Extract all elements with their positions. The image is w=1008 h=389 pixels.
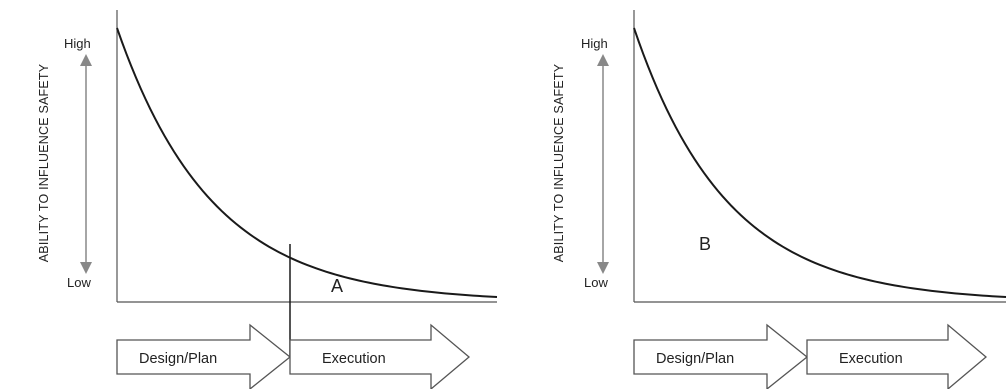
influence-curve [116, 27, 498, 298]
phase-arrow-execution [289, 323, 471, 389]
y-high-label: High [581, 36, 608, 51]
phase-label-design: Design/Plan [656, 351, 734, 367]
phase-label-execution: Execution [839, 351, 903, 367]
phase-label-design: Design/Plan [139, 351, 217, 367]
phase-arrow-design [633, 323, 809, 389]
y-low-label: Low [584, 275, 608, 290]
y-low-label: Low [67, 275, 91, 290]
chart-panel-b: ABILITY TO INFLUENCE SAFETY High Low B D… [552, 10, 1007, 389]
annotation-b: B [699, 234, 711, 254]
y-axis-label: ABILITY TO INFLUENCE SAFETY [37, 63, 51, 262]
phase-arrow-execution [806, 323, 988, 389]
influence-curve [633, 27, 1007, 298]
phase-label-execution: Execution [322, 351, 386, 367]
chart-panel-a: ABILITY TO INFLUENCE SAFETY High Low A D… [37, 10, 498, 389]
y-axis-label: ABILITY TO INFLUENCE SAFETY [552, 63, 566, 262]
phase-arrow-design [116, 323, 292, 389]
annotation-a: A [331, 276, 343, 296]
y-high-label: High [64, 36, 91, 51]
